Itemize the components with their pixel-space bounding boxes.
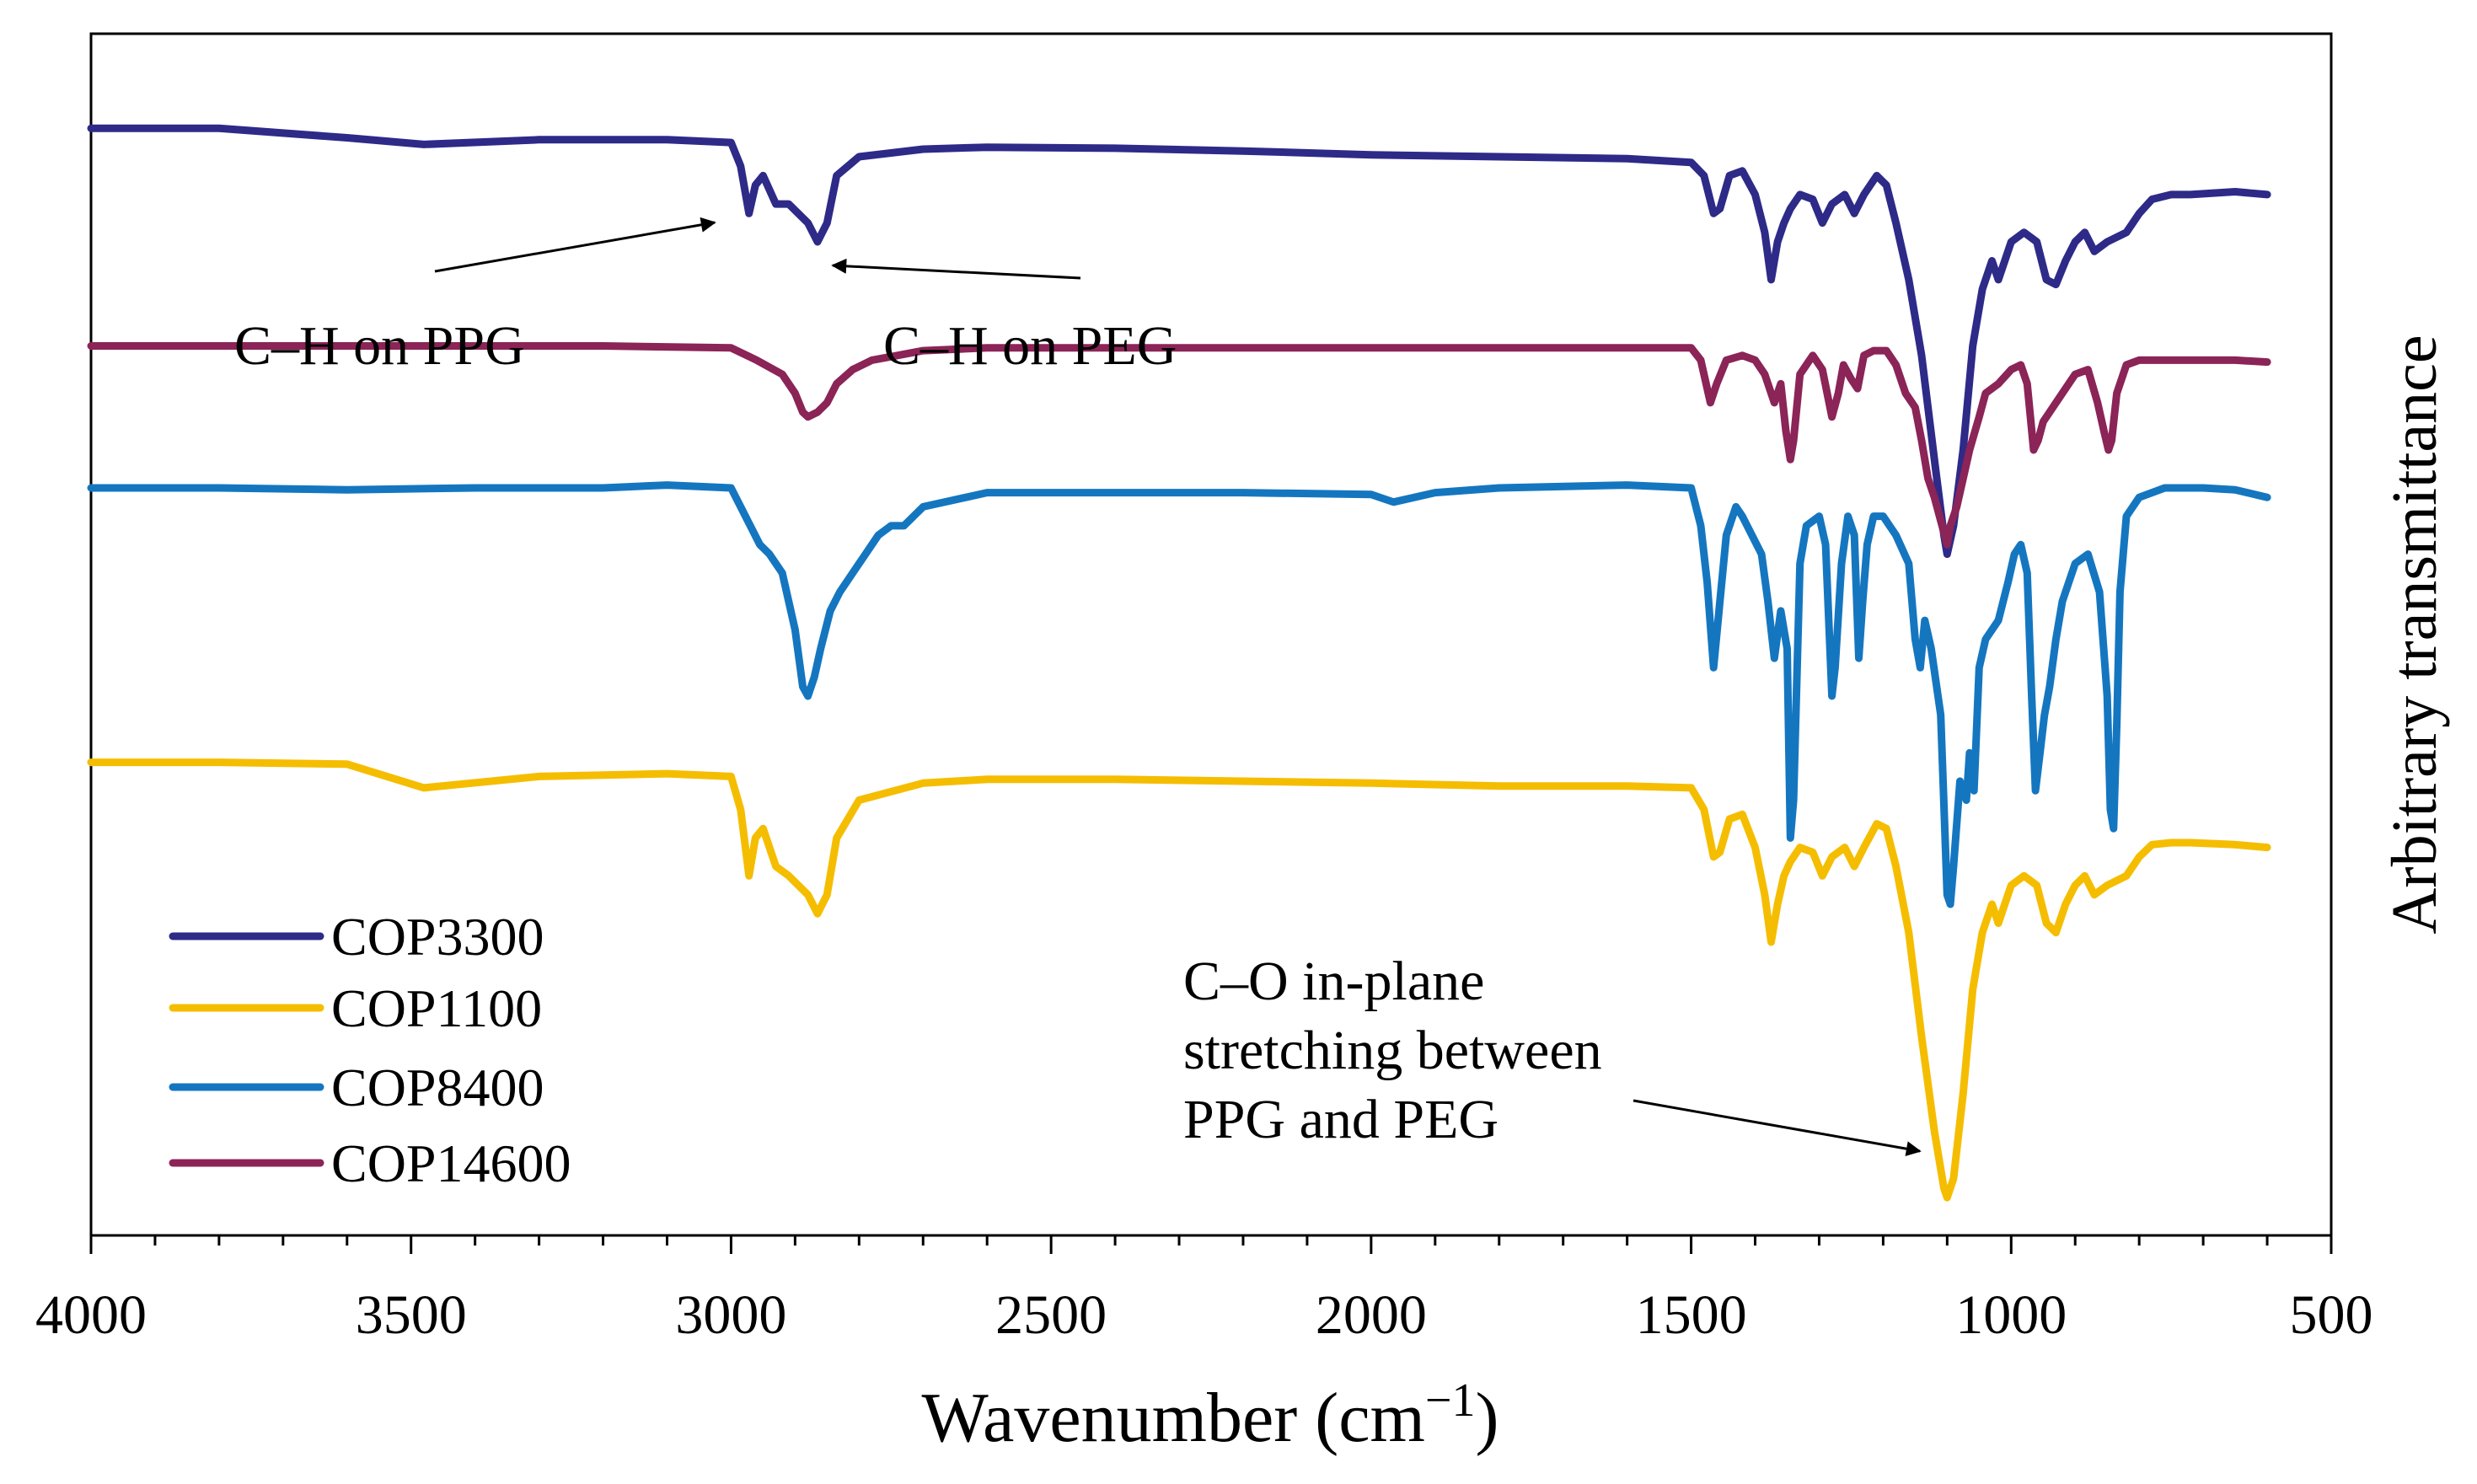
annotation-arrow-ch-peg [831, 258, 1081, 280]
annotation-co-line-2: stretching between [1183, 1020, 1602, 1081]
x-tick-label-3500: 3500 [356, 1284, 467, 1346]
x-tick-label-4000: 4000 [35, 1284, 147, 1346]
legend-label-cop3300: COP3300 [331, 907, 544, 967]
plot-area-frame [89, 32, 2333, 1237]
x-tick-label-1500: 1500 [1636, 1284, 1747, 1346]
legend-item-cop3300: COP3300 [169, 907, 544, 967]
x-tick-label-500: 500 [2290, 1284, 2373, 1346]
x-axis-ticks: 4000 3500 3000 2500 2000 1500 1000 500 [35, 1235, 2373, 1346]
annotation-co-line-3: PPG and PEG [1183, 1089, 1499, 1150]
series-line-cop1100 [87, 758, 2271, 1202]
x-tick-label-3000: 3000 [675, 1284, 786, 1346]
annotation-co-line-1: C–O in-plane [1183, 951, 1484, 1012]
annotation-arrow-ch-ppg [434, 217, 716, 273]
annotation-arrow-co [1633, 1099, 1922, 1157]
x-axis-label-close: ) [1475, 1379, 1499, 1457]
legend-label-cop14600: COP14600 [331, 1133, 571, 1193]
x-tick-label-1000: 1000 [1955, 1284, 2067, 1346]
series-line-cop8400 [87, 481, 2271, 908]
series-line-cop14600 [87, 342, 2271, 549]
series-layer [87, 124, 2271, 1202]
x-tick-label-2000: 2000 [1316, 1284, 1427, 1346]
x-axis-label-superscript: −1 [1425, 1374, 1476, 1427]
annotation-ch-peg: C–H on PEG [883, 315, 1177, 377]
x-tick-label-2500: 2500 [995, 1284, 1107, 1346]
x-axis-label: Wavenumber (cm−1) [922, 1374, 1499, 1457]
legend-item-cop1100: COP1100 [169, 978, 542, 1038]
legend: COP3300 COP1100 COP8400 COP14600 [169, 907, 571, 1193]
legend-label-cop1100: COP1100 [331, 978, 542, 1038]
annotation-ch-ppg: C–H on PPG [234, 315, 525, 377]
x-axis-label-main: Wavenumber (cm [922, 1379, 1425, 1457]
legend-item-cop14600: COP14600 [169, 1133, 571, 1193]
y-axis-label: Arbitrary transmittance [2379, 335, 2450, 934]
series-line-cop3300 [87, 124, 2271, 559]
legend-item-cop8400: COP8400 [169, 1058, 544, 1117]
legend-label-cop8400: COP8400 [331, 1058, 544, 1117]
